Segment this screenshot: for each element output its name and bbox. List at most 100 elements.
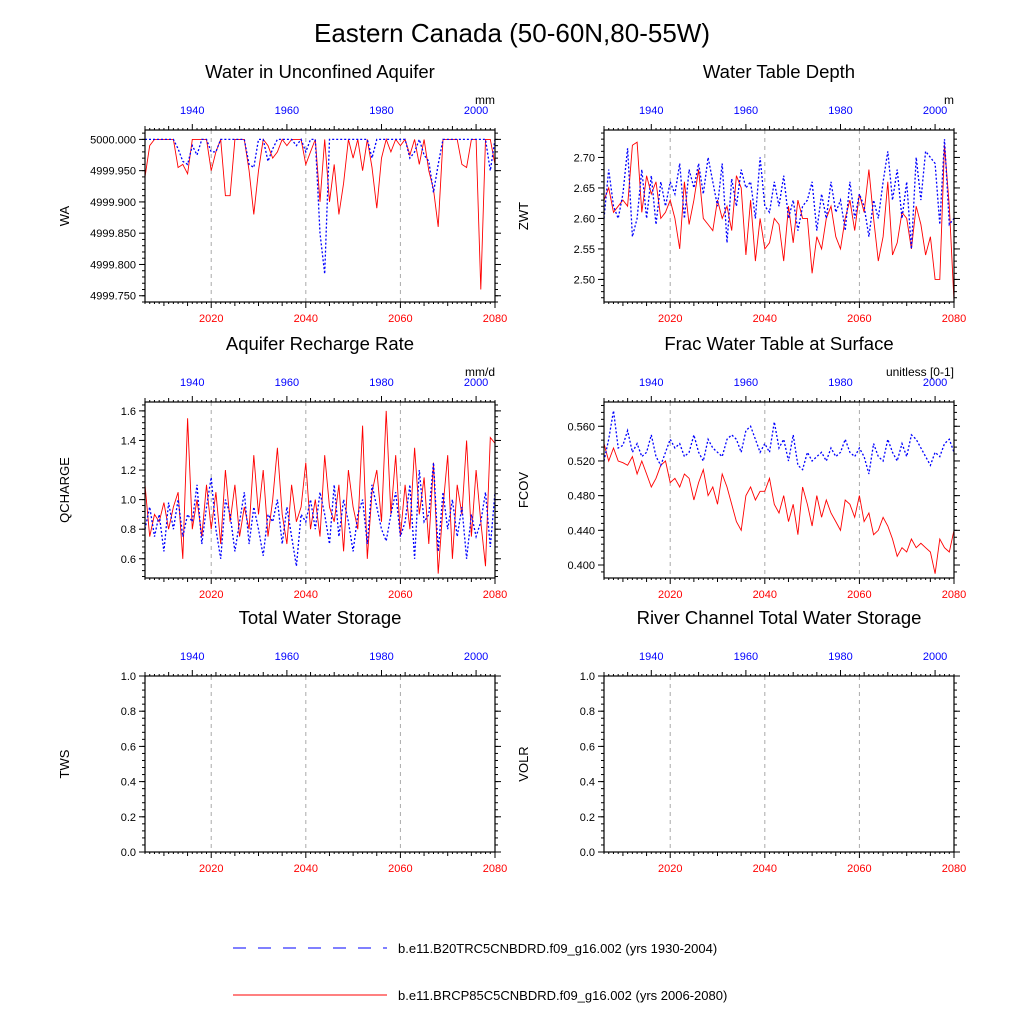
panel-wa: Water in Unconfined Aquifer mm WA 4999.750 4… bbox=[57, 61, 507, 325]
panel-title: Frac Water Table at Surface bbox=[664, 333, 893, 354]
plot-frame bbox=[603, 401, 955, 579]
x-tick-label-top: 1960 bbox=[734, 377, 758, 389]
y-tick-label: 4999.900 bbox=[90, 197, 136, 209]
y-tick-label: 1.0 bbox=[121, 495, 136, 507]
x-tick-label-bottom: 2080 bbox=[483, 313, 507, 325]
y-tick-label: 0.6 bbox=[580, 741, 595, 753]
y-tick-label: 0.2 bbox=[580, 812, 595, 824]
x-tick-label-top: 2000 bbox=[923, 377, 947, 389]
x-tick-label-bottom: 2040 bbox=[294, 863, 318, 875]
y-tick-label: 0.6 bbox=[121, 554, 136, 566]
y-axis-label: WA bbox=[57, 205, 72, 226]
x-tick-label-top: 1940 bbox=[180, 651, 204, 663]
y-axis-label: FCOV bbox=[516, 472, 531, 508]
x-tick-label-bottom: 2020 bbox=[199, 863, 223, 875]
y-tick-label: 1.2 bbox=[121, 465, 136, 477]
units-label: mm/d bbox=[465, 365, 495, 379]
plot-frame bbox=[144, 675, 496, 853]
panel-fcov: Frac Water Table at Surface unitless [0-1… bbox=[516, 333, 966, 601]
y-tick-label: 0.560 bbox=[567, 421, 595, 433]
y-tick-label: 1.0 bbox=[580, 671, 595, 683]
x-tick-label-top: 2000 bbox=[923, 105, 947, 117]
legend: b.e11.B20TRC5CNBDRD.f09_g16.002 (yrs 193… bbox=[233, 941, 727, 1003]
y-tick-label: 0.4 bbox=[121, 777, 136, 789]
x-tick-label-bottom: 2040 bbox=[753, 863, 777, 875]
x-tick-label-bottom: 2060 bbox=[847, 313, 871, 325]
x-tick-label-bottom: 2060 bbox=[388, 589, 412, 601]
x-tick-label-top: 1940 bbox=[180, 105, 204, 117]
x-tick-label-bottom: 2020 bbox=[199, 589, 223, 601]
y-tick-label: 2.50 bbox=[574, 274, 595, 286]
x-tick-label-top: 1960 bbox=[275, 377, 299, 389]
x-tick-label-top: 1980 bbox=[828, 105, 852, 117]
x-tick-label-top: 2000 bbox=[464, 651, 488, 663]
y-tick-label: 1.0 bbox=[121, 671, 136, 683]
x-tick-label-bottom: 2080 bbox=[942, 313, 966, 325]
y-tick-label: 4999.800 bbox=[90, 259, 136, 271]
x-tick-label-bottom: 2060 bbox=[388, 863, 412, 875]
panel-volr: River Channel Total Water Storage VOLR 0.0… bbox=[516, 607, 966, 875]
series-line-future bbox=[603, 141, 955, 301]
x-tick-label-top: 1980 bbox=[828, 377, 852, 389]
y-tick-label: 0.520 bbox=[567, 456, 595, 468]
y-tick-label: 0.8 bbox=[121, 524, 136, 536]
panel-tws: Total Water Storage TWS 0.0 0.2 0.4 0.6 0.8 1.0… bbox=[57, 607, 507, 875]
x-tick-label-bottom: 2060 bbox=[847, 863, 871, 875]
x-tick-label-top: 1960 bbox=[734, 105, 758, 117]
y-tick-label: 2.60 bbox=[574, 213, 595, 225]
y-axis-label: ZWT bbox=[516, 202, 531, 230]
panel-qcharge: Aquifer Recharge Rate mm/d QCHARGE 0.6 0.8 1.… bbox=[57, 333, 507, 601]
x-tick-label-top: 1960 bbox=[734, 651, 758, 663]
y-tick-label: 2.65 bbox=[574, 183, 595, 195]
y-tick-label: 0.8 bbox=[580, 706, 595, 718]
y-axis-label: TWS bbox=[57, 749, 72, 778]
x-tick-label-top: 1940 bbox=[639, 651, 663, 663]
series-line-historical bbox=[145, 137, 496, 274]
x-tick-label-top: 2000 bbox=[464, 105, 488, 117]
x-tick-label-top: 1940 bbox=[639, 105, 663, 117]
x-tick-label-top: 1980 bbox=[369, 105, 393, 117]
panel-title: Water in Unconfined Aquifer bbox=[205, 61, 435, 82]
y-tick-label: 0.8 bbox=[121, 706, 136, 718]
x-tick-label-bottom: 2020 bbox=[658, 589, 682, 601]
x-tick-label-bottom: 2080 bbox=[942, 589, 966, 601]
series-line-future bbox=[144, 137, 496, 290]
units-label: unitless [0-1] bbox=[886, 365, 954, 379]
panels-container: Water in Unconfined Aquifer mm WA 4999.750 4… bbox=[57, 61, 966, 875]
y-tick-label: 2.55 bbox=[574, 244, 595, 256]
y-tick-label: 1.4 bbox=[121, 435, 136, 447]
series-line-historical bbox=[603, 410, 955, 475]
x-tick-label-bottom: 2020 bbox=[199, 313, 223, 325]
x-tick-label-bottom: 2080 bbox=[483, 589, 507, 601]
panel-title: Aquifer Recharge Rate bbox=[226, 333, 414, 354]
x-tick-label-bottom: 2040 bbox=[294, 589, 318, 601]
series-line-historical bbox=[603, 139, 955, 249]
x-tick-label-top: 1940 bbox=[180, 377, 204, 389]
x-tick-label-top: 1980 bbox=[369, 377, 393, 389]
y-axis-label: QCHARGE bbox=[57, 457, 72, 523]
x-tick-label-bottom: 2080 bbox=[483, 863, 507, 875]
y-tick-label: 0.4 bbox=[580, 777, 595, 789]
figure-title: Eastern Canada (50-60N,80-55W) bbox=[314, 18, 710, 48]
y-axis-label: VOLR bbox=[516, 746, 531, 781]
y-tick-label: 2.70 bbox=[574, 152, 595, 164]
x-tick-label-top: 2000 bbox=[464, 377, 488, 389]
x-tick-label-top: 2000 bbox=[923, 651, 947, 663]
y-tick-label: 0.0 bbox=[121, 847, 136, 859]
series-line-future bbox=[603, 443, 955, 574]
y-tick-label: 4999.750 bbox=[90, 291, 136, 303]
x-tick-label-bottom: 2020 bbox=[658, 863, 682, 875]
plot-frame bbox=[603, 675, 955, 853]
x-tick-label-bottom: 2040 bbox=[294, 313, 318, 325]
y-tick-label: 0.440 bbox=[567, 525, 595, 537]
x-tick-label-top: 1960 bbox=[275, 651, 299, 663]
series-line-future bbox=[144, 410, 496, 574]
y-tick-label: 0.400 bbox=[567, 560, 595, 572]
panel-title: Water Table Depth bbox=[703, 61, 855, 82]
units-label: mm bbox=[475, 93, 495, 107]
legend-future-label: b.e11.BRCP85C5CNBDRD.f09_g16.002 (yrs 20… bbox=[398, 988, 727, 1003]
x-tick-label-top: 1940 bbox=[639, 377, 663, 389]
y-tick-label: 4999.850 bbox=[90, 228, 136, 240]
x-tick-label-top: 1980 bbox=[369, 651, 393, 663]
